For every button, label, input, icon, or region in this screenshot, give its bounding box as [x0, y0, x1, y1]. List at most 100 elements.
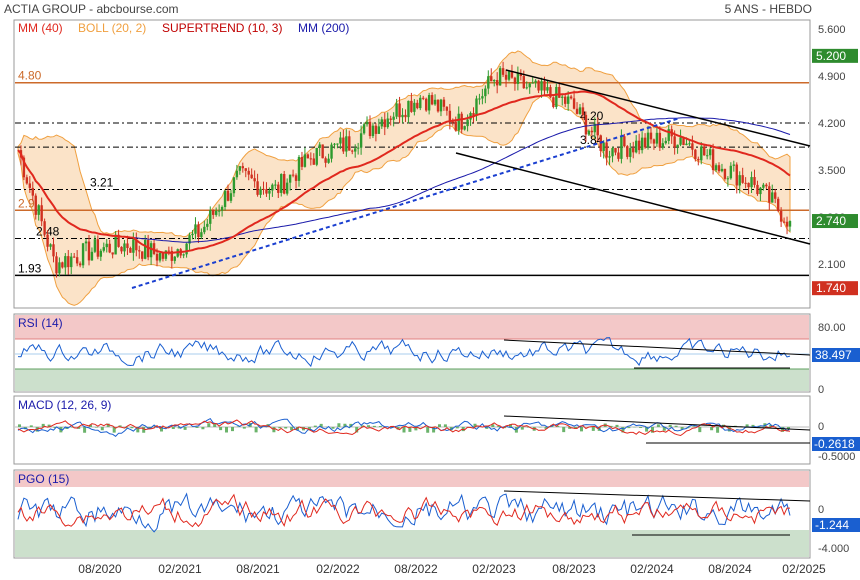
- level-label: 3.21: [90, 175, 114, 189]
- candle-body: [155, 253, 159, 261]
- candle-body: [167, 250, 171, 252]
- price-tick-label: 2.100: [818, 259, 846, 271]
- candle-body: [679, 137, 682, 145]
- macd-histogram: [18, 423, 790, 433]
- candle-body: [247, 170, 250, 175]
- candle-body: [31, 187, 34, 196]
- candle-body: [96, 239, 100, 257]
- x-axis-label: 02/2022: [316, 562, 360, 576]
- candle-body: [475, 98, 478, 116]
- candle-body: [212, 210, 215, 215]
- candle-body: [714, 165, 718, 171]
- x-axis-label: 02/2023: [472, 562, 516, 576]
- legend-mm200: MM (200): [298, 21, 349, 35]
- candle-body: [52, 244, 55, 257]
- candle-body: [374, 125, 378, 134]
- candle-body: [640, 137, 644, 151]
- candle-body: [623, 136, 626, 147]
- candle-body: [572, 98, 576, 109]
- candle-body: [353, 148, 357, 152]
- pgo-trend-line: [503, 490, 811, 502]
- price-tick-label: 4.200: [818, 118, 846, 130]
- candle-body: [235, 170, 239, 178]
- rsi-tick-0: 0: [818, 384, 824, 396]
- macd-title: MACD (12, 26, 9): [18, 398, 111, 412]
- candle-body: [58, 262, 61, 274]
- candle-body: [105, 243, 108, 248]
- candle-body: [365, 121, 369, 125]
- candle-body: [161, 253, 165, 259]
- candle-body: [507, 71, 511, 80]
- candle-body: [705, 155, 709, 157]
- candle-body: [170, 250, 174, 261]
- candle-body: [759, 187, 762, 195]
- candle-body: [720, 168, 724, 172]
- candle-body: [697, 158, 700, 161]
- price-badge: [812, 48, 858, 63]
- candle-body: [203, 226, 206, 233]
- candle-body: [768, 186, 771, 203]
- candle-body: [765, 184, 768, 187]
- candle-body: [345, 136, 348, 152]
- rsi-line: [17, 337, 791, 368]
- candle-body: [34, 195, 37, 215]
- candle-body: [741, 175, 744, 183]
- candle-body: [152, 243, 156, 254]
- uptrend-line: [131, 117, 681, 289]
- legend-boll: BOLL (20, 2): [78, 21, 146, 35]
- candle-body: [750, 177, 753, 188]
- candle-body: [490, 76, 493, 82]
- candle-body: [522, 76, 525, 89]
- candle-body: [664, 140, 667, 144]
- price-badges: 5.200 2.740 1.740: [812, 48, 858, 296]
- candle-body: [291, 174, 295, 176]
- x-axis: 08/2020 02/2021 08/2021 02/2022 08/2022 02/20…: [78, 562, 826, 576]
- candle-body: [383, 119, 386, 128]
- candle-body: [774, 192, 777, 199]
- candle-body: [339, 137, 342, 144]
- candle-body: [442, 99, 446, 107]
- macd-tick-neg: -0.5000: [818, 451, 855, 463]
- candle-body: [309, 158, 313, 160]
- candle-body: [138, 250, 141, 252]
- candle-body: [478, 98, 481, 100]
- candle-body: [422, 97, 425, 99]
- candle-body: [433, 99, 437, 105]
- x-axis-label: 08/2020: [78, 562, 122, 576]
- x-axis-label: 08/2021: [236, 562, 280, 576]
- price-badge-text: 5.200: [816, 49, 846, 63]
- candle-body: [223, 190, 227, 207]
- candle-body: [401, 114, 404, 118]
- candle-body: [288, 174, 292, 183]
- candle-body: [64, 256, 67, 268]
- candle-body: [667, 129, 670, 141]
- candle-body: [528, 83, 531, 88]
- x-axis-label: 02/2025: [782, 562, 826, 576]
- rsi-overbought-zone: [15, 315, 809, 339]
- candle-body: [348, 136, 351, 151]
- candle-body: [481, 96, 484, 99]
- x-axis-label: 08/2024: [708, 562, 752, 576]
- macd-badge-text: -0.2618: [814, 437, 855, 451]
- candle-body: [424, 98, 428, 111]
- candle-body: [143, 240, 147, 259]
- candle-body: [377, 126, 381, 134]
- x-axis-label: 08/2022: [394, 562, 438, 576]
- candle-body: [652, 139, 656, 144]
- candle-body: [534, 80, 537, 83]
- candle-body: [626, 146, 629, 157]
- candle-body: [525, 87, 528, 89]
- candle-body: [306, 154, 310, 159]
- candle-body: [788, 221, 792, 227]
- candle-body: [448, 110, 452, 122]
- candle-body: [504, 74, 508, 80]
- candle-body: [711, 149, 715, 171]
- candle-body: [40, 205, 43, 222]
- mm40-line: [17, 90, 791, 254]
- candle-body: [762, 184, 765, 188]
- candle-body: [596, 123, 599, 136]
- chart-title: ACTIA GROUP - abcbourse.com: [4, 2, 179, 16]
- candle-body: [637, 140, 641, 151]
- candle-body: [549, 87, 552, 98]
